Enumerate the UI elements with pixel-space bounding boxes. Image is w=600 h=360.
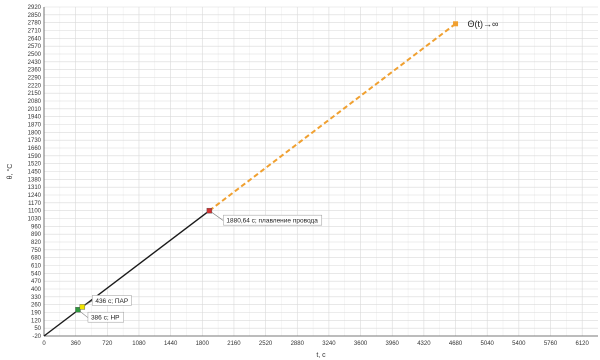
y-tick-label: 330 (31, 295, 42, 301)
x-tick-label: 3240 (322, 341, 336, 347)
x-tick-label: 4320 (417, 341, 431, 347)
x-tick-label: 4680 (449, 341, 463, 347)
x-tick-label: 5400 (512, 341, 526, 347)
x-tick-label: 6120 (575, 341, 589, 347)
asymptote-annotation: Θ(t)→∞ (468, 19, 499, 29)
y-tick-label: 1380 (28, 177, 42, 183)
x-tick-label: 2880 (291, 341, 305, 347)
y-tick-label: 1590 (28, 154, 42, 160)
x-axis-label: t, c (316, 352, 326, 359)
data-point-marker (206, 207, 213, 214)
x-tick-label: 1440 (164, 341, 178, 347)
y-tick-label: 120 (31, 318, 42, 324)
y-tick-label: 1940 (28, 115, 42, 121)
data-point-marker (79, 304, 86, 310)
y-tick-label: 1800 (28, 130, 42, 136)
x-tick-label: 2520 (259, 341, 273, 347)
y-tick-label: 820 (31, 240, 42, 246)
y-tick-label: 1660 (28, 146, 42, 152)
y-tick-label: 1100 (28, 209, 42, 215)
y-tick-label: 2570 (28, 44, 42, 50)
y-tick-label: 750 (31, 248, 42, 254)
grid-lines (43, 6, 598, 337)
y-tick-label: 470 (31, 279, 42, 285)
callout-label: 386 c; НР (91, 315, 120, 322)
y-tick-label: 540 (31, 271, 42, 277)
y-tick-label: 260 (31, 303, 42, 309)
x-tick-label: 360 (71, 341, 82, 347)
x-tick-label: 1800 (196, 341, 210, 347)
end-point-marker (453, 21, 459, 27)
y-tick-label: 2850 (28, 13, 42, 19)
y-tick-label: 2780 (28, 21, 42, 27)
y-tick-label: 1520 (28, 162, 42, 168)
x-tick-label: 0 (42, 341, 46, 347)
callout-label: 1880,64 c; плавление провода (226, 218, 318, 225)
axes (43, 7, 598, 337)
y-tick-label: 400 (31, 287, 42, 293)
y-tick-label: 1450 (28, 170, 42, 176)
callout-label: 436 c; ПАР (95, 298, 128, 305)
x-tick-label: 1080 (132, 341, 146, 347)
y-tick-label: 890 (31, 232, 42, 238)
y-tick-label: 680 (31, 256, 42, 262)
y-tick-label: 1730 (28, 138, 42, 144)
y-tick-label: 2500 (28, 52, 42, 58)
y-tick-label: 2640 (28, 36, 42, 42)
y-tick-label: 610 (31, 264, 42, 270)
x-tick-label: 5760 (544, 341, 558, 347)
y-tick-label: 1030 (28, 217, 42, 223)
y-tick-label: 2080 (28, 99, 42, 105)
series-lines (43, 22, 457, 337)
series-line-1 (208, 22, 457, 212)
x-tick-labels: 0 360 720 1080 1440 1800 2160 2520 2880 3240 3600 3… (42, 341, 589, 347)
y-tick-label: 1310 (28, 185, 42, 191)
y-tick-label: 2430 (28, 60, 42, 66)
y-tick-label: 1240 (28, 193, 42, 199)
y-tick-label: 2150 (28, 91, 42, 97)
y-tick-label: 50 (34, 326, 41, 332)
callout-box (223, 214, 323, 226)
y-tick-label: 2220 (28, 83, 42, 89)
x-tick-label: 720 (102, 341, 113, 347)
series-line-0 (43, 210, 210, 337)
y-tick-label: 2920 (28, 5, 42, 11)
y-tick-label: 190 (31, 311, 42, 317)
y-axis-label: θ, °C (6, 164, 14, 180)
data-markers: 386 c; НР 436 c; ПАР 1880,64 c; плавление … (75, 21, 459, 323)
y-tick-label: 1170 (28, 201, 42, 207)
data-point-marker (75, 307, 81, 313)
y-tick-label: 2290 (28, 76, 42, 82)
x-tick-label: 2160 (227, 341, 241, 347)
x-tick-label: 3600 (354, 341, 368, 347)
x-tick-label: 3960 (386, 341, 400, 347)
callout-box (87, 311, 124, 323)
y-tick-label: 960 (31, 224, 42, 230)
y-tick-label: 1870 (28, 123, 42, 129)
x-tick-label: 5040 (481, 341, 495, 347)
y-tick-label: 2710 (28, 29, 42, 35)
y-tick-label: -20 (32, 334, 41, 340)
callout-box (92, 295, 132, 306)
y-tick-label: 2360 (28, 68, 42, 74)
y-tick-label: 2010 (28, 107, 42, 113)
